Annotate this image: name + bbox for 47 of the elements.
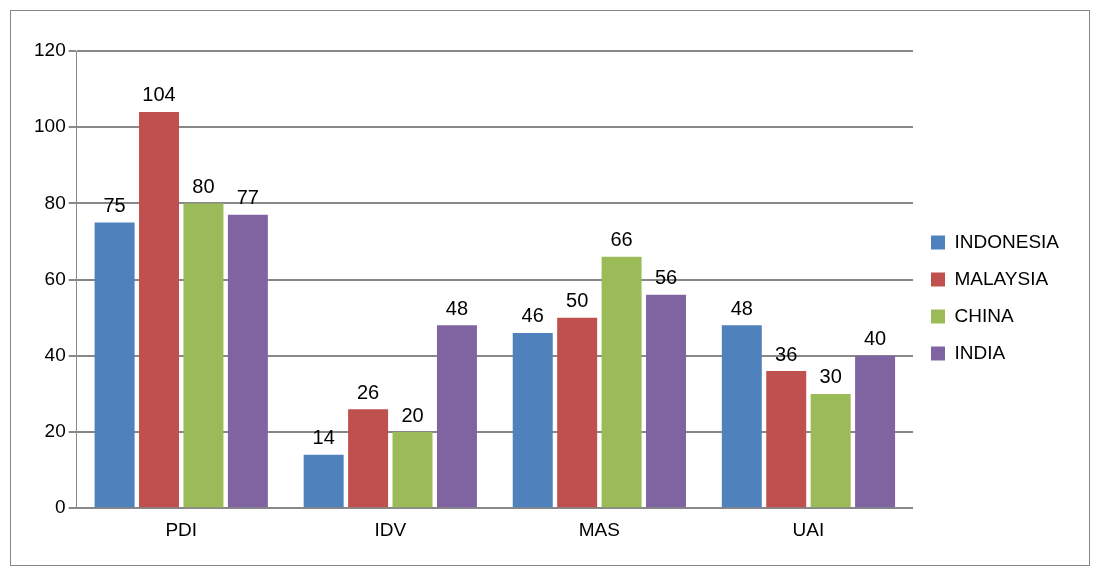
bar	[646, 294, 687, 508]
y-tick-label: 20	[44, 420, 66, 442]
x-tick-label: UAI	[792, 518, 825, 540]
bar	[810, 393, 851, 508]
y-tick-label: 100	[34, 115, 66, 137]
data-label: 40	[863, 327, 887, 350]
data-label: 26	[356, 380, 380, 403]
data-label: 75	[103, 193, 126, 216]
data-label: 48	[445, 296, 469, 319]
data-label: 77	[236, 186, 259, 209]
bar	[436, 325, 477, 508]
data-label: 104	[142, 83, 176, 106]
data-label: 80	[192, 174, 215, 197]
data-label: 36	[775, 342, 798, 365]
data-label: 46	[521, 304, 544, 327]
y-tick-label: 80	[44, 191, 66, 213]
y-tick-label: 120	[34, 39, 66, 61]
bar	[348, 409, 389, 508]
legend-label: MALAYSIA	[954, 267, 1049, 289]
data-label: 56	[654, 266, 678, 289]
y-tick-label: 40	[44, 344, 66, 366]
legend-label: INDONESIA	[954, 230, 1060, 252]
y-tick-label: 0	[55, 496, 66, 518]
bar	[139, 111, 180, 508]
bar	[855, 355, 896, 508]
legend-label: CHINA	[954, 304, 1014, 326]
bar	[557, 317, 598, 508]
bar	[766, 371, 807, 508]
data-label: 50	[566, 289, 589, 312]
data-label: 14	[312, 426, 335, 449]
data-label: 48	[730, 296, 753, 319]
data-label: 20	[401, 403, 424, 426]
bar	[227, 214, 268, 508]
x-tick-label: PDI	[165, 518, 198, 540]
bar	[721, 325, 762, 508]
bar	[601, 256, 642, 508]
bar	[512, 332, 553, 508]
bar	[183, 203, 224, 508]
x-tick-label: IDV	[374, 518, 407, 540]
legend-label: INDIA	[954, 341, 1006, 363]
y-tick-label: 60	[44, 267, 66, 289]
data-label: 30	[819, 365, 842, 388]
bar	[94, 222, 135, 508]
bar	[303, 454, 344, 508]
x-tick-label: MAS	[578, 518, 620, 540]
bar	[392, 432, 433, 508]
data-label: 66	[610, 228, 633, 251]
